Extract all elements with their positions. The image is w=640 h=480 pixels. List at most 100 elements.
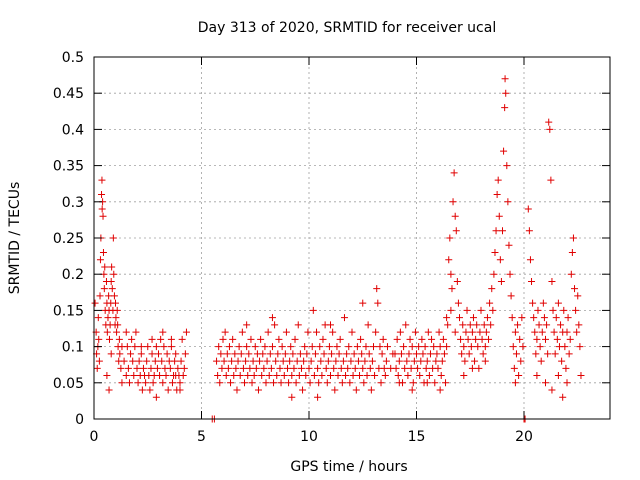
data-point [465,350,473,358]
data-point [315,379,323,387]
data-point [475,364,483,372]
y-tick-label: 0.5 [62,50,84,66]
data-point [359,364,367,372]
data-point [167,343,175,351]
data-point [476,328,484,336]
data-point [403,357,411,365]
data-point [348,328,356,336]
data-point [572,306,580,314]
data-point [323,379,331,387]
x-tick-label: 0 [90,429,99,445]
data-point [544,350,552,358]
data-point [332,357,340,365]
data-point [267,364,275,372]
data-point [468,328,476,336]
data-point [473,321,481,329]
data-point [436,386,444,394]
data-point [217,350,225,358]
data-point [418,335,426,343]
data-point [98,191,106,199]
data-point [151,357,159,365]
data-point [554,299,562,307]
data-point [242,357,250,365]
data-point [295,372,303,380]
data-point [172,350,180,358]
data-point [374,299,382,307]
data-point [447,270,455,278]
data-point [227,379,235,387]
data-point [261,343,269,351]
data-point [308,343,316,351]
data-point [451,212,459,220]
data-point [216,379,224,387]
data-point [421,343,429,351]
data-point [311,350,319,358]
data-point [167,335,175,343]
data-point [320,350,328,358]
data-point [414,364,422,372]
data-point [490,270,498,278]
data-point [107,350,115,358]
data-point [262,379,270,387]
data-point [543,321,551,329]
data-point [356,372,364,380]
data-point [401,364,409,372]
data-point [325,343,333,351]
data-point [406,335,414,343]
data-point [437,372,445,380]
data-point [486,299,494,307]
data-point [314,364,322,372]
data-point [531,328,539,336]
data-point [558,357,566,365]
data-point [491,248,499,256]
data-point [305,364,313,372]
data-point [124,364,132,372]
data-point [213,357,221,365]
data-point [316,343,324,351]
data-point [366,364,374,372]
data-point [504,198,512,206]
data-point [506,270,514,278]
data-point [346,379,354,387]
data-point [137,350,145,358]
data-point [96,292,104,300]
data-point [408,386,416,394]
y-tick-label: 0.4 [62,122,84,138]
data-point [552,314,560,322]
data-point [347,357,355,365]
data-point [467,343,475,351]
data-point [234,357,242,365]
data-point [432,357,440,365]
data-point [351,364,359,372]
data-point [459,321,467,329]
data-point [508,314,516,322]
x-tick-label: 5 [197,429,206,445]
data-point [336,335,344,343]
chart-title: Day 313 of 2020, SRMTID for receiver uca… [198,20,496,36]
data-point [567,270,575,278]
data-point [519,343,527,351]
y-tick-label: 0.25 [53,231,84,247]
data-point [241,379,248,387]
data-point [301,343,309,351]
data-point [548,386,556,394]
data-point [479,350,487,358]
data-point [164,386,172,394]
data-point [343,350,351,358]
y-tick-label: 0.3 [62,195,84,211]
x-tick-label: 20 [515,429,533,445]
data-point [257,335,265,343]
data-point [469,314,477,322]
data-point [389,350,397,358]
data-point [379,335,387,343]
data-point [554,372,562,380]
data-point [468,364,476,372]
data-point [367,386,375,394]
data-point [534,306,542,314]
data-point [139,364,147,372]
data-point [282,328,290,336]
data-point [408,343,416,351]
data-point [113,328,121,336]
data-point [231,350,239,358]
data-point [230,372,238,380]
